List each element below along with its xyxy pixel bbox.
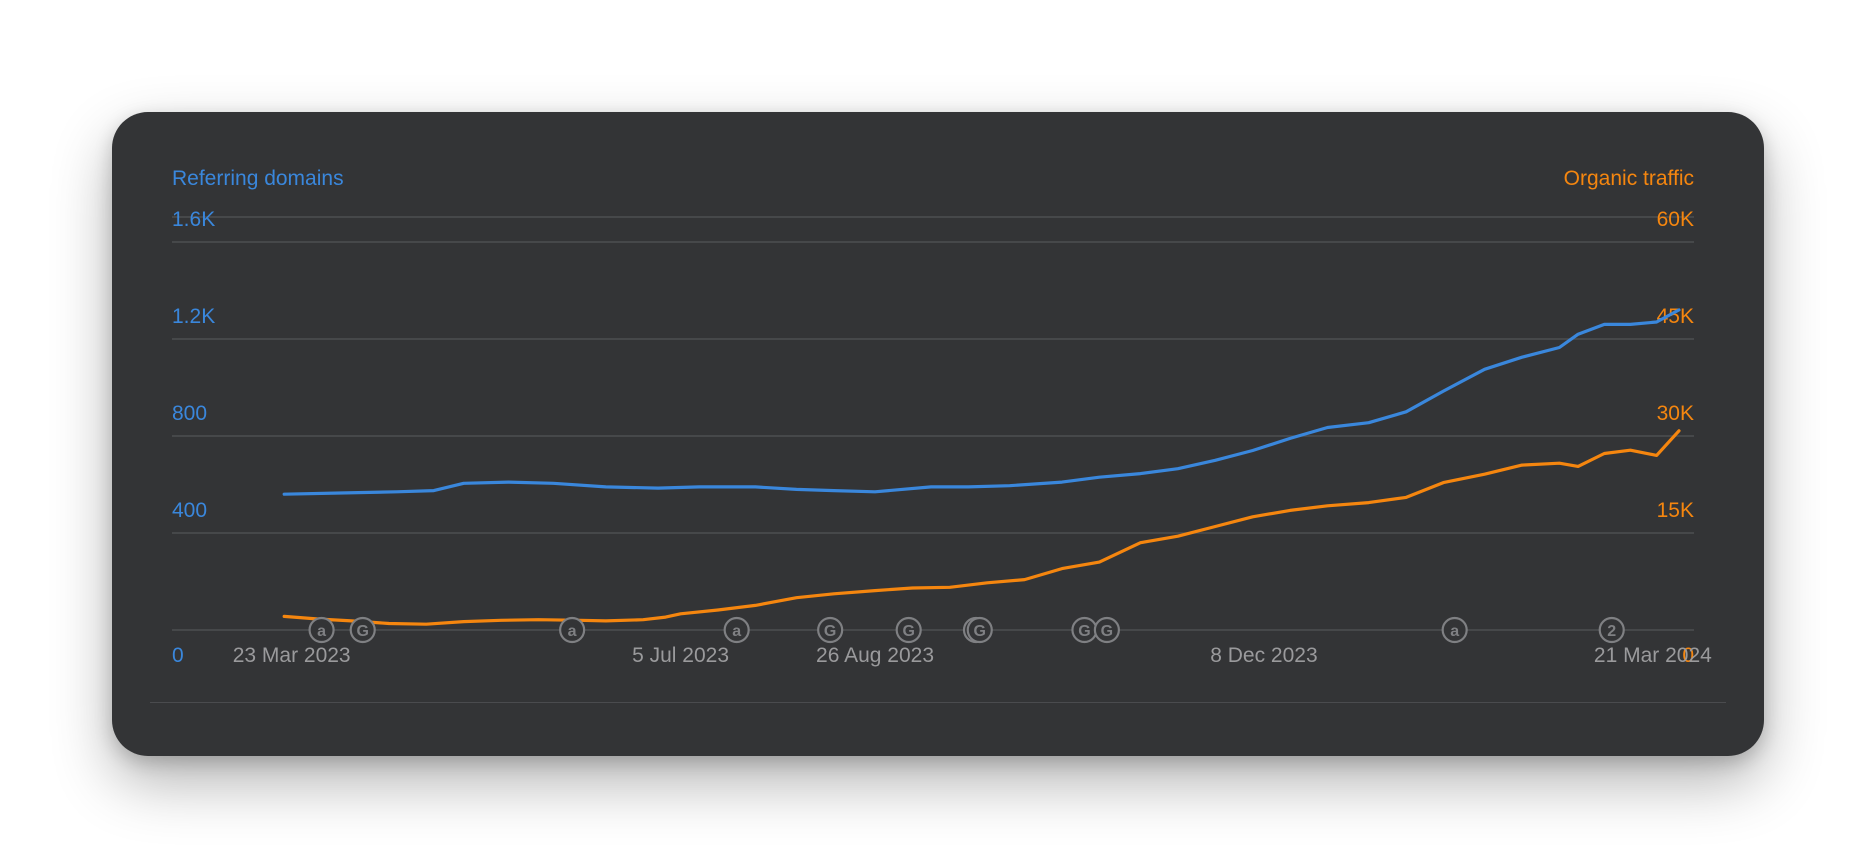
marker-label: a	[568, 623, 577, 640]
marker-label: G	[824, 623, 836, 640]
marker-circle	[723, 616, 750, 644]
google-update-marker[interactable]: G	[966, 616, 993, 644]
x-tick-label: 26 Aug 2023	[816, 644, 934, 667]
google-update-marker[interactable]: G	[895, 616, 922, 644]
marker-circle	[559, 616, 586, 644]
card-divider	[150, 702, 1726, 703]
marker-label: G	[1078, 623, 1090, 640]
left-tick-label: 800	[172, 402, 207, 425]
left-tick-label: 400	[172, 499, 207, 522]
marker-circle	[966, 616, 993, 644]
left-tick-label: 0	[172, 644, 184, 667]
right-axis-title: Organic traffic	[1564, 167, 1694, 190]
left-tick-label: 1.6K	[172, 208, 215, 231]
marker-circle	[1441, 616, 1468, 644]
google-update-marker[interactable]: G	[1093, 616, 1120, 644]
marker-label: a	[317, 623, 326, 640]
right-tick-label: 0	[1682, 644, 1694, 667]
marker-label: a	[732, 623, 741, 640]
ahrefs-update-marker[interactable]: a	[1441, 616, 1468, 644]
marker-circle	[308, 616, 335, 644]
marker-circle	[1093, 616, 1120, 644]
right-tick-label: 15K	[1657, 499, 1694, 522]
left-tick-label: 1.2K	[172, 305, 215, 328]
google-update-marker[interactable]: G	[817, 616, 844, 644]
ahrefs-update-marker[interactable]: a	[559, 616, 586, 644]
dual-axis-line-chart: Referring domains Organic traffic 0 400 80…	[172, 167, 1712, 667]
google-update-marker[interactable]: G	[349, 616, 376, 644]
x-tick-label: 23 Mar 2023	[233, 644, 351, 667]
ahrefs-update-marker[interactable]: a	[723, 616, 750, 644]
marker-label: 2	[1607, 623, 1616, 640]
right-tick-label: 45K	[1657, 305, 1694, 328]
marker-circle	[1598, 616, 1625, 644]
x-axis-ticks: 23 Mar 2023 5 Jul 2023 26 Aug 2023 8 Dec 20…	[233, 644, 1712, 667]
organic-traffic-line[interactable]	[282, 429, 1681, 626]
ahrefs-update-marker[interactable]: a	[308, 616, 335, 644]
right-axis-ticks: 0 15K 30K 45K 60K	[1657, 208, 1694, 667]
left-axis-title: Referring domains	[172, 167, 344, 190]
right-tick-label: 30K	[1657, 402, 1694, 425]
grid-lines	[172, 216, 1694, 631]
referring-domains-line[interactable]	[282, 308, 1681, 496]
marker-label: G	[1101, 623, 1113, 640]
annotation-markers: aGaaGGGGGGa2	[308, 616, 1625, 644]
marker-circle	[895, 616, 922, 644]
marker-label: G	[974, 623, 986, 640]
marker-circle	[817, 616, 844, 644]
marker-label: G	[902, 623, 914, 640]
series-lines	[282, 308, 1681, 626]
google-update-marker[interactable]: G	[1071, 616, 1098, 644]
right-tick-label: 60K	[1657, 208, 1694, 231]
left-axis-ticks: 0 400 800 1.2K 1.6K	[172, 208, 215, 667]
multi-update-marker[interactable]: 2	[1598, 616, 1625, 644]
x-tick-label: 21 Mar 2024	[1594, 644, 1712, 667]
marker-label: G	[356, 623, 368, 640]
x-tick-label: 5 Jul 2023	[632, 644, 729, 667]
marker-circle	[349, 616, 376, 644]
chart-card: Referring domains Organic traffic 0 400 80…	[112, 112, 1764, 756]
x-tick-label: 8 Dec 2023	[1210, 644, 1317, 667]
marker-label: a	[1450, 623, 1459, 640]
